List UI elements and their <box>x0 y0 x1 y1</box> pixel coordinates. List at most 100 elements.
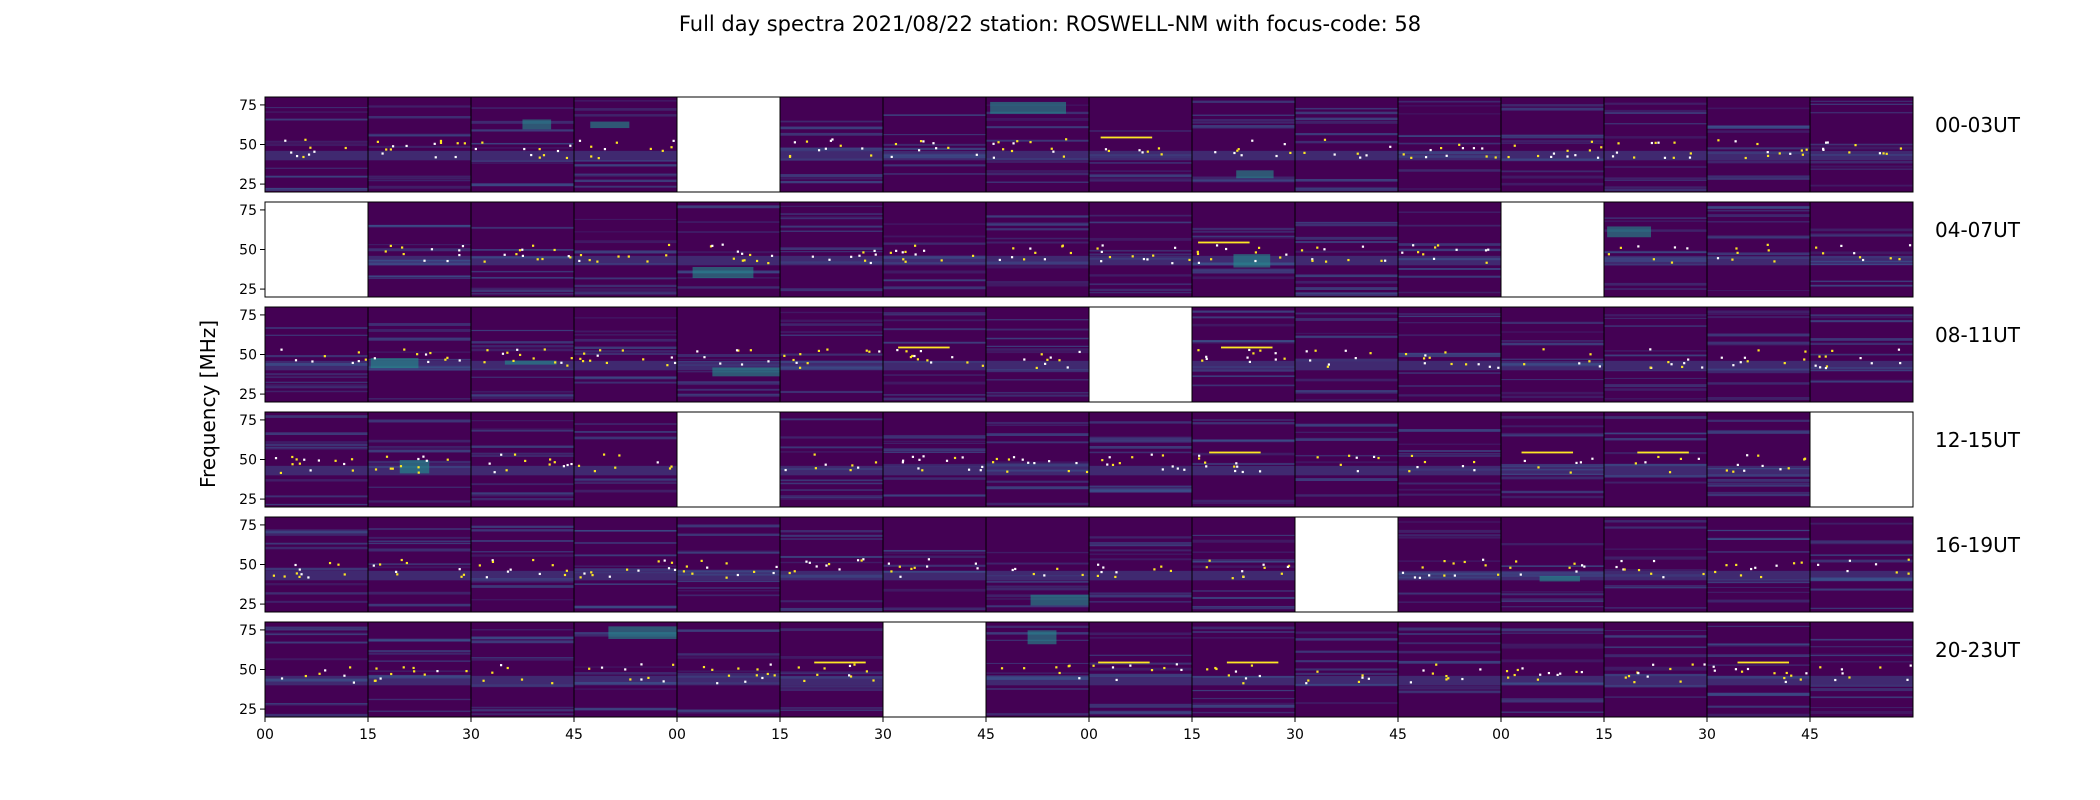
signal-dot <box>491 671 494 674</box>
signal-dot <box>992 156 995 159</box>
noise-band <box>1810 379 1913 382</box>
signal-dot <box>1746 667 1750 671</box>
noise-band <box>574 338 677 342</box>
noise-band <box>1604 481 1707 484</box>
signal-dot <box>896 348 899 352</box>
noise-band <box>1810 143 1913 146</box>
signal-dot <box>740 363 744 366</box>
signal-dot <box>1356 152 1359 155</box>
noise-band <box>986 160 1089 163</box>
signal-dot <box>304 674 307 678</box>
signal-dot <box>910 567 913 570</box>
interference-band <box>1501 360 1604 371</box>
noise-band <box>1089 130 1192 132</box>
signal-dot <box>1044 362 1047 365</box>
noise-band <box>368 398 471 400</box>
signal-dot <box>702 665 706 669</box>
signal-dot <box>823 667 826 670</box>
signal-dot <box>1485 155 1488 158</box>
signal-dot <box>379 677 382 680</box>
signal-dot <box>991 461 995 464</box>
noise-band <box>780 672 883 675</box>
noise-band <box>1501 340 1604 342</box>
signal-dot <box>503 253 506 256</box>
signal-dot <box>1644 461 1647 464</box>
signal-dot <box>629 678 632 681</box>
signal-dot <box>1766 154 1770 158</box>
row-label: 00-03UT <box>1935 113 2021 137</box>
signal-dot <box>1731 258 1734 261</box>
signal-dot <box>1766 243 1769 246</box>
signal-dot <box>749 349 752 352</box>
signal-dot <box>1058 359 1061 362</box>
signal-dot <box>1824 366 1828 370</box>
x-tick-label: 45 <box>1389 727 1407 743</box>
noise-band <box>471 706 574 709</box>
signal-dot <box>1078 350 1081 354</box>
signal-dot <box>1316 670 1319 673</box>
noise-band <box>1295 638 1398 640</box>
interference-band <box>471 150 574 161</box>
signal-dot <box>570 357 573 360</box>
noise-band <box>780 534 883 537</box>
signal-dot <box>1236 149 1239 152</box>
noise-band <box>1810 314 1913 316</box>
signal-dot <box>1739 574 1743 577</box>
noise-band <box>1810 380 1913 383</box>
noise-band <box>368 115 471 119</box>
noise-band <box>1295 133 1398 136</box>
signal-dot <box>1481 147 1484 150</box>
noise-band <box>1501 543 1604 546</box>
noise-band <box>265 529 368 532</box>
signal-dot <box>1906 678 1909 681</box>
signal-dot <box>422 455 425 458</box>
signal-dot <box>1300 249 1304 252</box>
signal-dot <box>1590 140 1594 143</box>
spectrum-texture <box>1501 628 1604 713</box>
signal-dot <box>532 357 535 360</box>
interference-band <box>780 255 883 266</box>
signal-dot <box>1311 259 1314 262</box>
signal-dot <box>417 457 420 461</box>
interference-band <box>574 360 677 371</box>
signal-dot <box>1118 462 1121 465</box>
signal-dot <box>1097 563 1100 566</box>
noise-band <box>1089 536 1192 539</box>
noise-band <box>1398 482 1501 485</box>
signal-dot <box>1067 470 1070 473</box>
signal-dot <box>417 471 420 474</box>
signal-dot <box>1588 360 1591 363</box>
signal-dot <box>1547 671 1551 675</box>
signal-dot <box>434 156 437 159</box>
signal-dot <box>1410 454 1414 458</box>
signal-dot <box>661 149 664 152</box>
noise-band <box>574 350 677 353</box>
noise-band <box>1398 592 1501 595</box>
spectrum-panel <box>1398 97 1501 192</box>
spectrum-panel <box>1501 517 1604 612</box>
noise-band <box>574 174 677 177</box>
spectrum-texture <box>368 419 471 503</box>
noise-band <box>471 293 574 295</box>
signal-dot <box>1814 364 1817 367</box>
noise-band <box>1295 651 1398 653</box>
signal-dot <box>749 253 752 257</box>
signal-dot <box>862 558 865 561</box>
noise-band <box>1295 188 1398 191</box>
signal-dot <box>1537 466 1540 469</box>
noise-band <box>1604 635 1707 638</box>
teal-block <box>1030 594 1089 606</box>
noise-band <box>1707 491 1810 494</box>
noise-band <box>1192 605 1295 608</box>
signal-dot <box>1236 465 1239 468</box>
noise-band <box>1398 534 1501 537</box>
noise-band <box>574 164 677 168</box>
signal-dot <box>913 244 917 247</box>
signal-dot <box>1242 682 1245 685</box>
spectrum-texture <box>1707 205 1810 292</box>
signal-dot <box>521 254 525 258</box>
signal-dot <box>827 562 831 566</box>
noise-band <box>574 423 677 425</box>
signal-dot <box>1473 469 1476 472</box>
